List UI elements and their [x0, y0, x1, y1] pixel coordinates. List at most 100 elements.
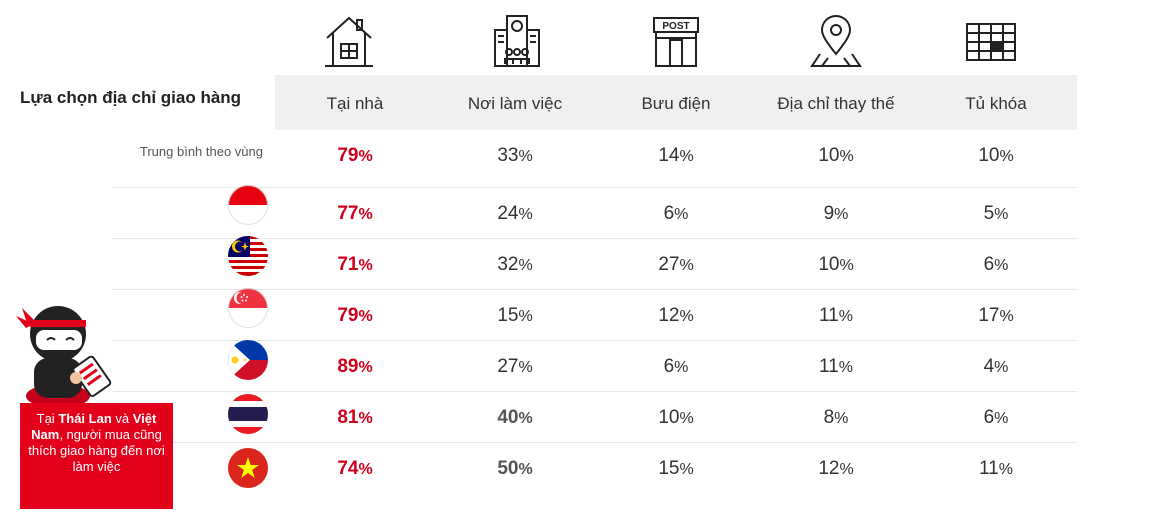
percent-sign: % — [358, 206, 373, 223]
percent-sign: % — [994, 359, 1009, 376]
cell-value: 10 — [658, 407, 680, 428]
percent-sign: % — [358, 359, 373, 376]
table-cell: 71% — [295, 254, 415, 276]
cell-value: 24 — [497, 203, 519, 224]
percent-sign: % — [839, 257, 854, 274]
cell-value: 11 — [979, 458, 999, 479]
cell-value: 5 — [983, 203, 995, 224]
table-cell: 15% — [616, 458, 736, 480]
percent-sign: % — [834, 206, 849, 223]
row-divider — [113, 442, 1077, 443]
percent-sign: % — [999, 308, 1014, 325]
cell-value: 4 — [983, 356, 995, 377]
post-sign-text: POST — [662, 21, 689, 32]
table-cell: 10% — [776, 254, 896, 276]
office-building-icon — [489, 12, 545, 68]
section-title: Lựa chọn địa chỉ giao hàng — [20, 88, 242, 107]
cell-value: 12 — [818, 458, 840, 479]
cell-value: 81 — [337, 407, 359, 428]
location-pin-icon — [808, 12, 864, 68]
percent-sign: % — [839, 461, 854, 478]
cell-value: 10 — [818, 254, 840, 275]
cell-value: 27 — [658, 254, 680, 275]
table-cell: 11% — [936, 458, 1056, 480]
cell-value: 8 — [823, 407, 835, 428]
table-cell: 6% — [936, 254, 1056, 276]
cell-value: 79 — [337, 305, 359, 326]
table-cell: 5% — [936, 203, 1056, 225]
cell-value: 33 — [497, 145, 519, 166]
percent-sign: % — [518, 308, 533, 325]
singapore-flag-icon — [228, 288, 268, 328]
table-cell: 40% — [455, 407, 575, 429]
table-cell: 11% — [776, 305, 896, 327]
table-cell: 89% — [295, 356, 415, 378]
callout-country-thailand: Thái Lan — [58, 411, 112, 426]
table-cell: 74% — [295, 458, 415, 480]
malaysia-flag-icon — [228, 236, 268, 276]
percent-sign: % — [994, 410, 1009, 427]
percent-sign: % — [679, 461, 694, 478]
table-cell: 4% — [936, 356, 1056, 378]
percent-sign: % — [518, 359, 533, 376]
cell-value: 79 — [337, 145, 359, 166]
cell-value: 14 — [658, 145, 680, 166]
table-cell: 6% — [616, 356, 736, 378]
table-cell: 11% — [776, 356, 896, 378]
table-cell: 33% — [455, 145, 575, 167]
percent-sign: % — [994, 206, 1009, 223]
percent-sign: % — [518, 461, 533, 478]
table-cell: 10% — [616, 407, 736, 429]
table-cell: 50% — [455, 458, 575, 480]
percent-sign: % — [679, 308, 694, 325]
post-office-icon: POST — [648, 12, 704, 68]
row-divider — [113, 391, 1077, 392]
cell-value: 9 — [823, 203, 835, 224]
table-cell: 79% — [295, 305, 415, 327]
row-divider — [113, 187, 1077, 188]
table-cell: 27% — [455, 356, 575, 378]
cell-value: 17 — [978, 305, 1000, 326]
table-cell: 15% — [455, 305, 575, 327]
table-cell: 24% — [455, 203, 575, 225]
percent-sign: % — [838, 308, 853, 325]
percent-sign: % — [518, 148, 533, 165]
percent-sign: % — [838, 359, 853, 376]
cell-value: 12 — [658, 305, 680, 326]
table-cell: 12% — [776, 458, 896, 480]
cell-value: 15 — [497, 305, 519, 326]
percent-sign: % — [518, 410, 533, 427]
cell-value: 77 — [337, 203, 359, 224]
indonesia-flag-icon — [228, 185, 268, 225]
cell-value: 6 — [983, 254, 995, 275]
percent-sign: % — [674, 359, 689, 376]
callout-country-vietnam: Việt Nam — [31, 411, 157, 442]
cell-value: 50 — [497, 458, 519, 479]
locker-icon — [963, 12, 1019, 68]
table-cell: 14% — [616, 145, 736, 167]
regional-average-label: Trung bình theo vùng — [139, 144, 263, 159]
table-cell: 6% — [936, 407, 1056, 429]
table-cell: 10% — [776, 145, 896, 167]
percent-sign: % — [834, 410, 849, 427]
cell-value: 11 — [819, 356, 839, 377]
callout-mid: và — [111, 411, 133, 426]
percent-sign: % — [679, 257, 694, 274]
cell-value: 6 — [983, 407, 995, 428]
column-header-alternate-address: Địa chỉ thay thế — [777, 94, 895, 113]
column-header-post-office: Bưu điện — [641, 94, 711, 113]
cell-value: 15 — [658, 458, 680, 479]
row-divider — [113, 340, 1077, 341]
table-cell: 8% — [776, 407, 896, 429]
ninja-mascot-icon — [14, 296, 124, 408]
cell-value: 6 — [663, 203, 675, 224]
cell-value: 10 — [818, 145, 840, 166]
table-cell: 6% — [616, 203, 736, 225]
percent-sign: % — [358, 257, 373, 274]
callout-prefix: Tại — [36, 411, 59, 426]
percent-sign: % — [518, 257, 533, 274]
cell-value: 74 — [337, 458, 359, 479]
percent-sign: % — [998, 461, 1013, 478]
table-cell: 32% — [455, 254, 575, 276]
column-header-workplace: Nơi làm việc — [467, 94, 563, 113]
